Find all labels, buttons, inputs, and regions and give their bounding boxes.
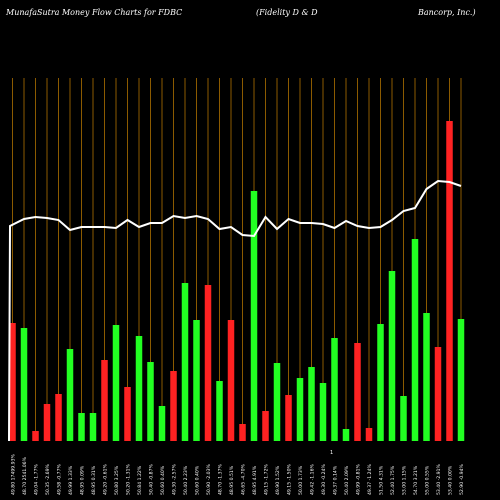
bar-date-label: 50.40 2.23%	[183, 465, 189, 495]
money-flow-bar	[388, 271, 396, 441]
bar-date-label: 48.70 2541.06%	[22, 456, 28, 495]
price-line	[8, 179, 462, 442]
money-flow-bar	[296, 378, 304, 441]
money-flow-bar	[239, 424, 246, 441]
bar-date-label: 48.95 0.31%	[91, 465, 97, 495]
money-flow-bar	[446, 121, 453, 441]
bar-date-label: 53.40 -2.91%	[436, 464, 442, 495]
price-line-group	[8, 179, 462, 442]
money-flow-bar	[365, 428, 373, 441]
bar-date-label: 48.70 -1.37%	[218, 464, 224, 495]
money-flow-bar	[319, 383, 327, 441]
bar-date-label: 46.65 -4.70%	[241, 464, 247, 495]
money-flow-bar	[101, 360, 108, 441]
bar-date-label: 50.00 1.73%	[298, 465, 304, 495]
money-flow-bar	[89, 413, 97, 441]
header-right: Bancorp, Inc.)	[418, 8, 476, 17]
bar-date-label: 49.30 -0.24%	[321, 464, 327, 495]
bar-date-label: 50.40 2.09%	[344, 465, 350, 495]
bar-date-label: 50.84 1.22%	[137, 465, 143, 495]
bar-date-label: 50.20 -1.31%	[126, 464, 132, 495]
money-flow-bar	[204, 285, 212, 441]
money-flow-bar	[78, 413, 85, 441]
bar-date-label: 52.90 -0.94%	[459, 464, 465, 495]
bar-date-label: 55.00 0.55%	[425, 465, 431, 495]
money-flow-bar	[43, 404, 51, 441]
bar-date-label: 49.30 -2.57%	[172, 464, 178, 495]
bar-date-label: 50.80 3.25%	[114, 465, 120, 495]
bar-date-label: 50.90 -2.03%	[206, 464, 212, 495]
money-flow-bar	[342, 429, 350, 441]
money-flow-bar	[411, 239, 419, 441]
money-flow-bar	[193, 320, 200, 441]
money-flow-bar	[124, 387, 131, 441]
bar-date-label: 54.70 3.21%	[413, 465, 419, 495]
money-flow-bar	[434, 347, 442, 441]
money-flow-bar	[147, 362, 154, 441]
bar-date-label: 49.42 -1.16%	[310, 464, 316, 495]
money-flow-bar	[308, 367, 315, 441]
bar-date-label: 49.37 -1.24%	[367, 464, 373, 495]
money-flow-bar	[216, 381, 223, 441]
money-flow-bar	[112, 325, 120, 441]
money-flow-bar	[20, 328, 28, 441]
bar-date-label: 53.00 1.15%	[402, 465, 408, 495]
money-flow-bar	[181, 283, 189, 441]
bar-date-label: 49.37 0.14%	[333, 465, 339, 495]
money-flow-bar	[55, 394, 62, 441]
bar-date-label: 49.15 -1.72%	[264, 464, 270, 495]
header-mid: (Fidelity D & D	[256, 8, 318, 17]
bar-date-label: 51.50 4.31%	[379, 465, 385, 495]
bar-date-label: 48.95 0.09%	[80, 465, 86, 495]
money-flow-bar	[9, 323, 16, 441]
bar-date-label: 49.15 -1.50%	[287, 464, 293, 495]
money-flow-bar	[400, 396, 407, 441]
money-flow-bar	[354, 343, 361, 441]
bars-group	[9, 121, 465, 441]
money-flow-bar	[457, 319, 465, 441]
money-flow-bar	[250, 191, 258, 441]
bar-date-label: 49.20 -0.61%	[103, 464, 109, 495]
bar-date-label: 49.80 17499.93%	[11, 453, 17, 495]
money-flow-bar	[262, 411, 269, 441]
bar-date-label: 50.60 0.40%	[195, 465, 201, 495]
bar-date-label: 53.40 0.00%	[448, 465, 454, 495]
bar-date-label: 49.58 -0.77%	[57, 464, 63, 495]
money-flow-bar	[158, 406, 166, 441]
bar-date-label: 48.95 0.51%	[229, 465, 235, 495]
money-flow-bar	[32, 431, 39, 441]
bar-date-label: 50.40 -0.87%	[149, 464, 155, 495]
bar-date-label: 50.60 0.40%	[160, 465, 166, 495]
date-labels-group: 49.80 17499.93% 48.70 2541.06% 49.04 -1.77…	[11, 450, 466, 495]
money-flow-bar	[377, 324, 384, 441]
bar-date-label: 52.40 1.75%	[390, 465, 396, 495]
money-flow-bar	[227, 320, 235, 441]
bar-date-label: 49.90 1.52%	[275, 465, 281, 495]
money-flow-bar	[273, 363, 281, 441]
bar-date-label: 49.99 -0.81%	[356, 464, 362, 495]
bar-date-label: 49.04 -1.77%	[34, 464, 40, 495]
money-flow-bar	[66, 349, 74, 441]
bar-date-label: 48.95 4.91%	[252, 465, 258, 495]
money-flow-bar	[135, 336, 143, 441]
money-flow-bar	[170, 371, 177, 441]
money-flow-bar	[331, 338, 338, 441]
bar-date-label: 50.35 -2.69%	[45, 464, 51, 495]
money-flow-bar	[285, 395, 292, 441]
header-left: MunafaSutra Money Flow Charts for FDBC	[6, 8, 183, 17]
money-flow-bar	[423, 313, 430, 441]
axis-extra-label: 1	[330, 450, 333, 456]
bar-date-label: 49.99 1.33%	[68, 465, 74, 495]
